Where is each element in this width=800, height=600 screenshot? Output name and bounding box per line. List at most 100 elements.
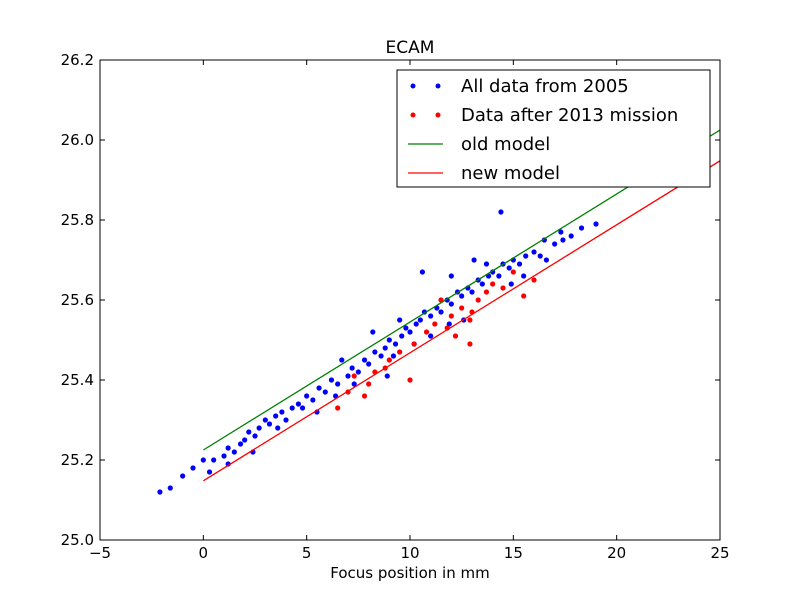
all-data-from-2005-point	[428, 333, 434, 339]
all-data-from-2005-point	[407, 329, 413, 335]
all-data-from-2005-point	[552, 241, 558, 247]
all-data-from-2005-point	[262, 417, 268, 423]
data-after-2013-mission-point	[483, 289, 490, 295]
data-after-2013-mission-point	[448, 313, 454, 319]
data-after-2013-mission-point	[351, 373, 357, 379]
legend-label-old-model: old model	[461, 134, 550, 155]
all-data-from-2005-point	[397, 317, 403, 323]
x-tick-label: 10	[400, 544, 419, 562]
legend-marker-all-data	[410, 83, 416, 89]
y-tick-label: 25.8	[61, 211, 94, 229]
legend-label-new-model: new model	[461, 163, 560, 184]
all-data-from-2005-point	[279, 409, 285, 415]
all-data-from-2005-point	[399, 333, 405, 339]
all-data-from-2005-point	[523, 253, 529, 259]
all-data-from-2005-point	[355, 369, 361, 375]
all-data-from-2005-point	[283, 417, 289, 423]
all-data-from-2005-point	[459, 293, 465, 299]
data-after-2013-mission-point	[335, 405, 341, 411]
all-data-from-2005-point	[370, 329, 376, 335]
all-data-from-2005-point	[252, 433, 258, 439]
all-data-from-2005-point	[543, 257, 550, 263]
all-data-from-2005-point	[403, 325, 409, 331]
all-data-from-2005-point	[328, 377, 335, 383]
y-tick-label: 25.2	[61, 451, 94, 469]
data-after-2013-mission-point	[366, 381, 372, 387]
x-axis-label: Focus position in mm	[330, 564, 489, 582]
data-after-2013-mission-point	[386, 357, 392, 363]
legend-marker-after-2013	[435, 112, 441, 118]
all-data-from-2005-point	[384, 373, 390, 379]
all-data-from-2005-point	[558, 229, 564, 235]
x-tick-label: 5	[302, 544, 312, 562]
all-data-from-2005-point	[479, 281, 485, 287]
x-tick-label: −5	[89, 544, 111, 562]
all-data-from-2005-point	[333, 393, 339, 399]
y-tick-label: 25.0	[61, 531, 94, 549]
data-after-2013-mission-point	[423, 329, 430, 335]
all-data-from-2005-point	[289, 405, 295, 411]
data-after-2013-mission-point	[490, 281, 496, 287]
all-data-from-2005-point	[180, 473, 186, 479]
all-data-from-2005-point	[275, 425, 281, 431]
axis-ticks: −5 0 5 10 15 20 25 25.0 25.2 25.4 25.6 25.8 26.0 26.2	[61, 51, 730, 562]
plot-area	[157, 129, 720, 495]
all-data-from-2005-point	[339, 357, 345, 363]
data-after-2013-mission-point	[467, 317, 473, 323]
all-data-from-2005-point	[417, 317, 423, 323]
all-data-from-2005-point	[295, 401, 301, 407]
all-data-from-2005-point	[382, 345, 388, 351]
data-after-2013-mission-point	[467, 341, 473, 347]
all-data-from-2005-point	[273, 413, 279, 419]
all-data-from-2005-point	[304, 393, 310, 399]
data-after-2013-mission-point	[510, 269, 516, 275]
all-data-from-2005-point	[506, 265, 512, 271]
legend-marker-all-data	[435, 83, 441, 89]
all-data-from-2005-point	[413, 321, 419, 327]
all-data-from-2005-point	[448, 273, 454, 279]
new-model-line	[202, 160, 720, 482]
all-data-from-2005-point	[471, 257, 477, 263]
legend-marker-after-2013	[410, 112, 416, 118]
all-data-from-2005-point	[299, 405, 306, 411]
legend-label-all-data: All data from 2005	[461, 76, 629, 97]
data-after-2013-mission-point	[452, 333, 459, 339]
all-data-from-2005-point	[316, 385, 322, 391]
legend-box	[396, 69, 711, 188]
data-after-2013-mission-point	[521, 293, 527, 299]
all-data-from-2005-point	[345, 373, 351, 379]
all-data-from-2005-point	[469, 289, 475, 295]
all-data-from-2005-point	[378, 353, 384, 359]
data-after-2013-mission-point	[411, 341, 417, 347]
all-data-from-2005-point	[349, 365, 355, 371]
all-data-from-2005-point	[335, 381, 341, 387]
data-after-2013-mission-point	[397, 349, 403, 355]
all-data-from-2005-point	[206, 469, 213, 475]
data-after-2013-mission-point	[361, 393, 368, 399]
all-data-from-2005-point	[428, 313, 434, 319]
x-tick-label: 20	[607, 544, 626, 562]
all-data-from-2005-point	[167, 485, 173, 491]
all-data-from-2005-point	[386, 337, 392, 343]
x-tick-label: 25	[710, 544, 729, 562]
all-data-from-2005-point	[246, 429, 252, 435]
y-tick-label: 26.0	[61, 131, 94, 149]
all-data-from-2005-point	[190, 465, 196, 471]
all-data-from-2005-point	[593, 221, 599, 227]
all-data-from-2005-point	[496, 273, 502, 279]
data-after-2013-mission-point	[531, 277, 537, 283]
all-data-from-2005-point	[498, 209, 504, 215]
legend-label-after-2013: Data after 2013 mission	[461, 105, 678, 126]
x-tick-label: 15	[504, 544, 523, 562]
legend: All data from 2005 Data after 2013 missi…	[396, 69, 711, 188]
all-data-from-2005-point	[531, 249, 537, 255]
y-tick-label: 25.6	[61, 291, 94, 309]
y-tick-label: 26.2	[61, 51, 94, 69]
all-data-from-2005-point	[242, 437, 248, 443]
data-after-2013-mission-point	[459, 305, 465, 311]
all-data-from-2005-point	[266, 421, 273, 427]
all-data-from-2005-point	[521, 273, 527, 279]
all-data-from-2005-point	[200, 457, 206, 463]
data-after-2013-mission-point	[432, 321, 438, 327]
